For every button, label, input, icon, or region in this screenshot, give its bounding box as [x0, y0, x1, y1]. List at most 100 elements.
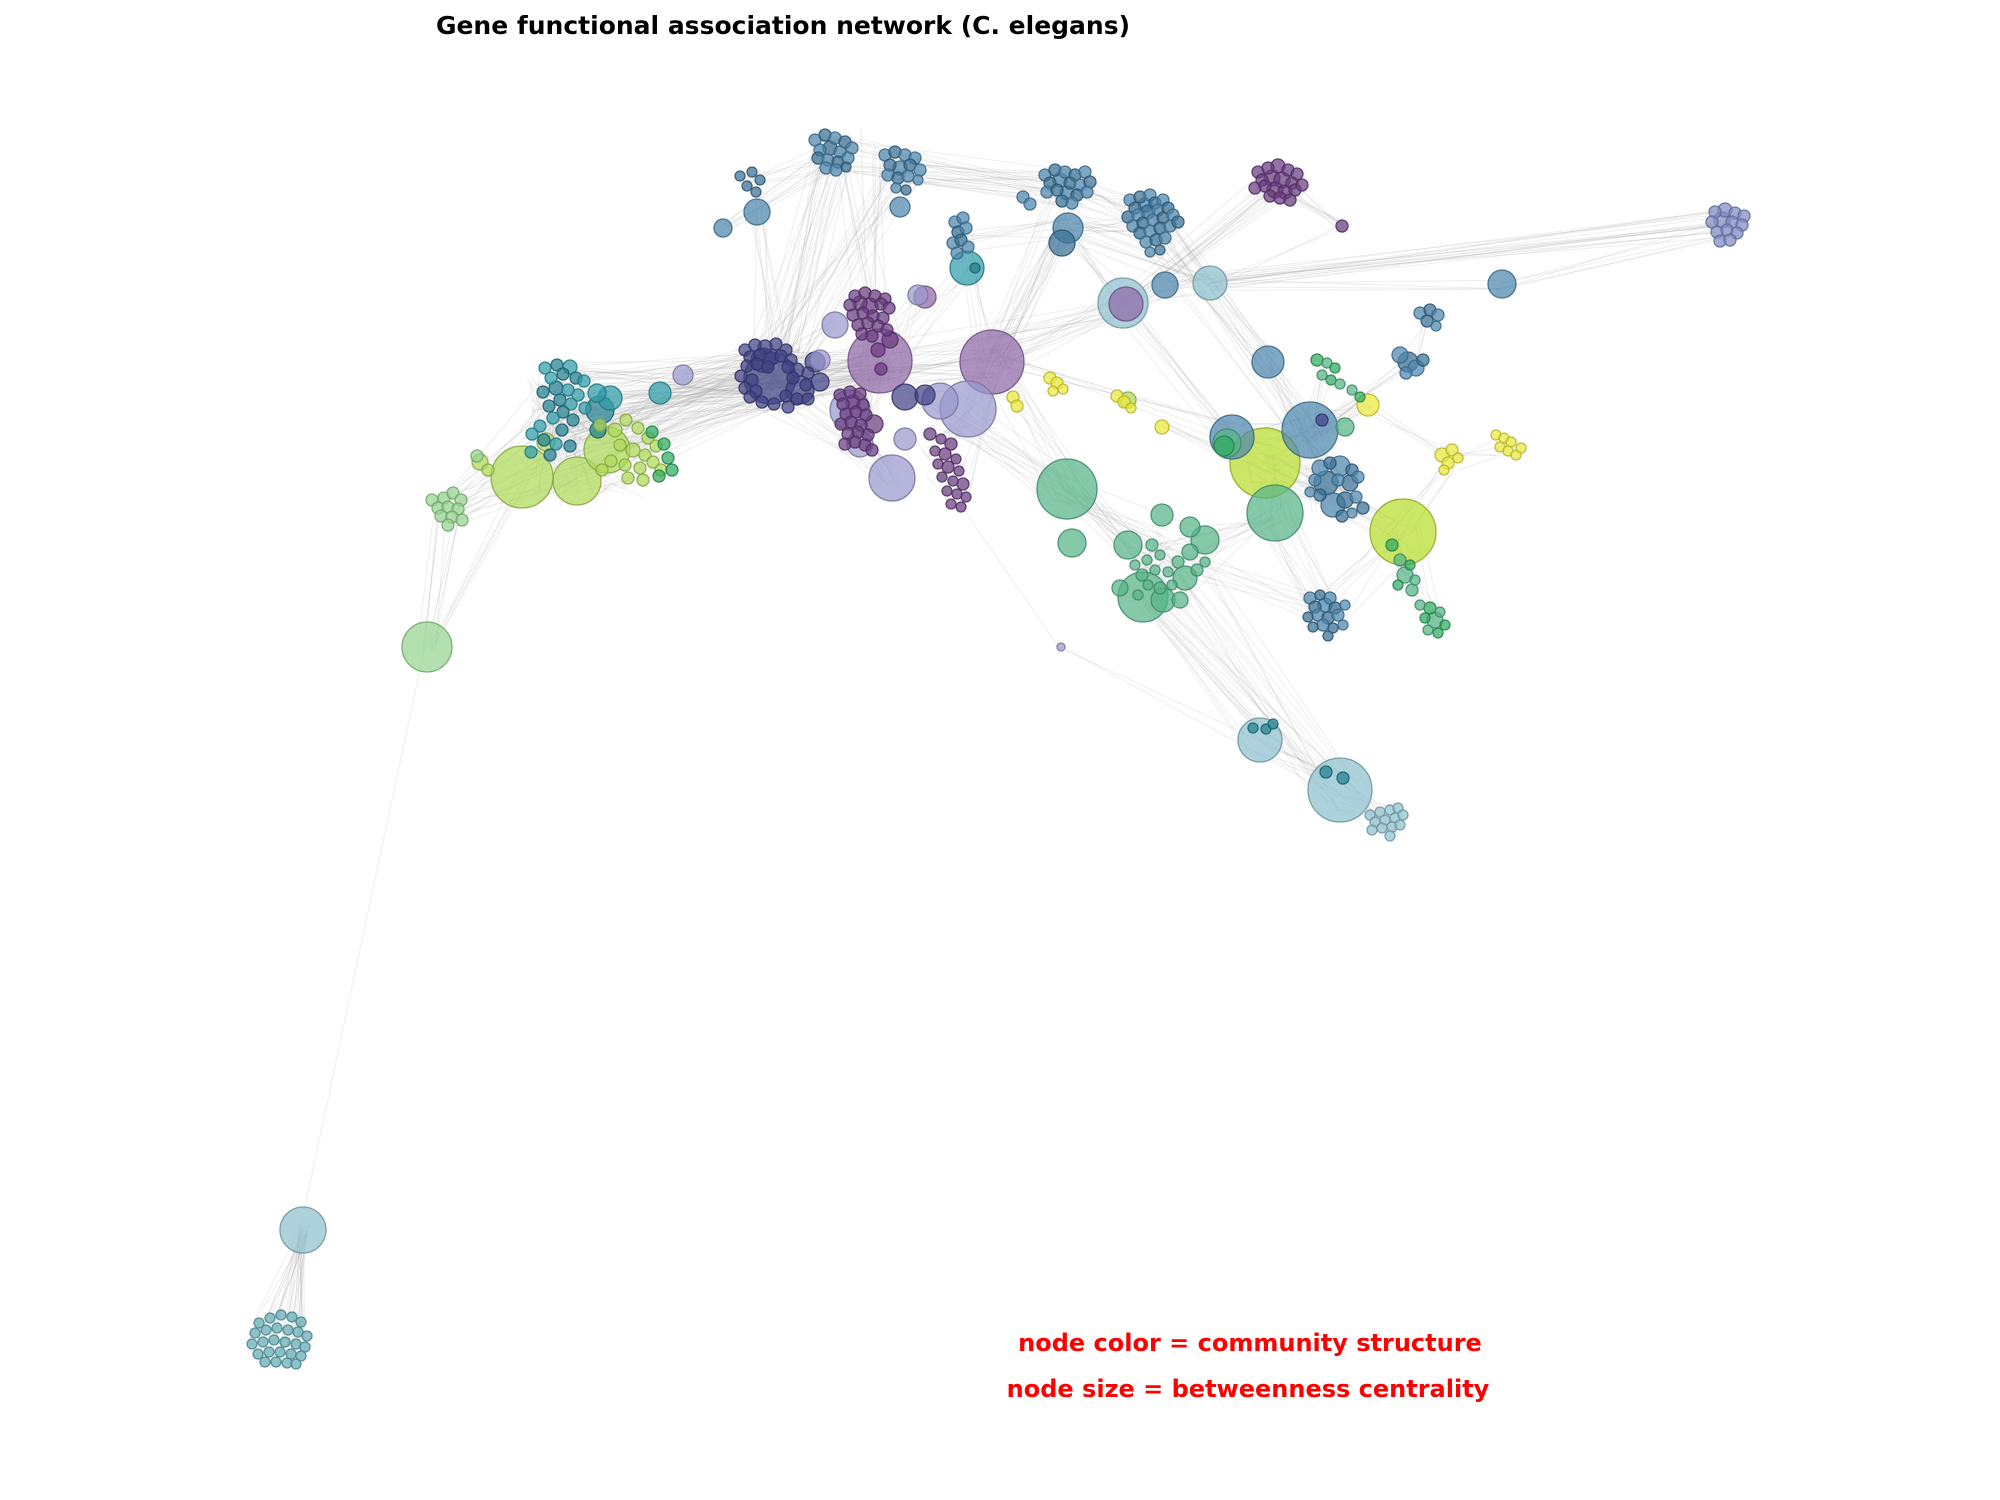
network-node: [1111, 579, 1129, 597]
network-node: [945, 498, 957, 510]
network-edge: [1207, 279, 1502, 284]
network-node: [618, 458, 632, 472]
network-edge: [1500, 222, 1716, 290]
nodes-layer: [246, 128, 1751, 1370]
network-edge: [1209, 288, 1505, 291]
network-node: [1158, 231, 1172, 245]
network-edge: [746, 402, 885, 472]
network-node: [1452, 452, 1464, 464]
network-node: [1434, 606, 1446, 618]
network-edge: [848, 145, 905, 350]
network-node: [1149, 564, 1161, 576]
network-node: [870, 342, 886, 358]
network-node: [944, 437, 958, 451]
network-edge: [1214, 222, 1731, 278]
network-node: [563, 439, 577, 453]
network-edge: [1181, 567, 1346, 772]
network-edge: [829, 136, 1051, 192]
network-node: [1080, 185, 1094, 199]
network-node: [542, 399, 556, 413]
network-node: [1179, 516, 1201, 538]
network-edge: [565, 366, 749, 375]
network-edge: [565, 390, 589, 436]
network-edge: [773, 142, 856, 368]
network-edge: [1160, 210, 1715, 292]
network-node: [799, 378, 813, 392]
network-node: [286, 1311, 298, 1323]
network-node: [1405, 583, 1419, 597]
network-node: [1192, 265, 1228, 301]
network-node: [880, 323, 894, 337]
network-edge: [1147, 203, 1296, 445]
network-node: [1409, 574, 1421, 586]
network-node: [840, 161, 852, 173]
network-edge: [1201, 224, 1729, 288]
network-edge: [755, 202, 773, 360]
network-node: [1394, 819, 1406, 831]
network-node: [1385, 538, 1399, 552]
network-edge: [1154, 595, 1360, 793]
annotation-node-size: node size = betweenness centrality: [1006, 1375, 1490, 1403]
network-edge: [781, 157, 824, 376]
network-node: [953, 465, 965, 477]
network-node: [890, 182, 902, 194]
network-node: [950, 453, 962, 465]
network-node: [1295, 178, 1309, 192]
network-node: [1349, 490, 1363, 504]
network-node: [1723, 233, 1737, 247]
network-node: [1445, 443, 1459, 457]
network-node: [543, 448, 557, 462]
network-node: [577, 374, 591, 388]
network-node: [645, 425, 659, 439]
network-node: [1213, 435, 1235, 457]
network-node: [564, 397, 578, 411]
network-node: [950, 246, 964, 260]
network-node: [865, 443, 879, 457]
network-node: [1423, 601, 1437, 615]
network-edge: [593, 353, 738, 375]
network-node: [1316, 369, 1328, 381]
network-edge: [527, 394, 539, 433]
network-node: [935, 433, 947, 445]
network-node: [607, 422, 623, 438]
network-node: [299, 1341, 311, 1353]
network-edge: [990, 196, 1053, 350]
network-node: [1151, 271, 1179, 299]
network-edge: [1211, 223, 1719, 283]
network-node: [279, 1206, 327, 1254]
network-edge: [760, 214, 788, 361]
network-edge: [971, 218, 1070, 241]
network-edge: [1075, 235, 1209, 283]
network-node: [1315, 413, 1329, 427]
network-node: [1335, 417, 1355, 437]
network-node: [533, 419, 547, 433]
network-node: [536, 385, 550, 399]
network-edge: [1117, 307, 1227, 430]
network-node: [1171, 215, 1185, 229]
network-edge: [1496, 234, 1743, 290]
network-edge: [299, 643, 426, 1229]
network-edge: [752, 211, 777, 364]
network-edge: [768, 186, 885, 358]
network-node: [754, 174, 766, 186]
network-node: [290, 1358, 302, 1370]
network-edge: [1157, 228, 1311, 438]
network-node: [1307, 757, 1373, 823]
network-edge: [839, 137, 1047, 189]
network-edge: [575, 348, 900, 420]
network-node: [1397, 809, 1409, 821]
network-node: [657, 437, 671, 451]
network-node: [295, 1316, 307, 1328]
network-node: [1281, 401, 1339, 459]
network-edge: [1217, 225, 1339, 287]
network-node: [1422, 624, 1434, 636]
network-node: [889, 196, 911, 218]
network-node: [801, 366, 815, 380]
network-node: [932, 458, 944, 470]
network-node: [781, 400, 795, 414]
network-node: [578, 401, 592, 415]
network-node: [914, 384, 936, 406]
network-edge: [1142, 572, 1339, 799]
network-node: [1515, 442, 1527, 454]
